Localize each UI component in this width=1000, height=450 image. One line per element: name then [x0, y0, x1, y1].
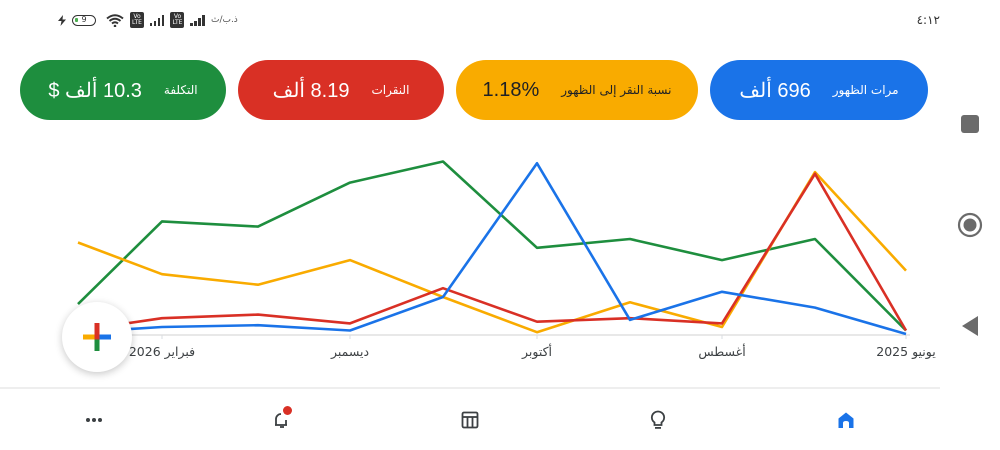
status-time: ٤:١٢: [916, 13, 940, 27]
system-nav-bar: [940, 100, 1000, 350]
carrier-label: ذ.ب/ث: [210, 15, 238, 25]
status-bar: 9 Vo LTE Vo LTE ذ.ب/ث ٤:١٢: [0, 0, 1000, 40]
series-line: [77, 170, 907, 334]
wifi-icon: [106, 13, 124, 27]
metric-value: 10.3 ألف $: [48, 79, 142, 102]
nav-item-notifications[interactable]: [188, 389, 376, 450]
metric-value: 696 ألف: [739, 79, 811, 102]
create-fab-button[interactable]: [62, 302, 132, 372]
metric-chip-ctr[interactable]: نسبة النقر إلى الظهور 1.18%: [456, 60, 698, 120]
google-plus-icon: [83, 323, 111, 351]
battery-icon: 9: [72, 14, 96, 26]
signal-icon: [190, 14, 205, 26]
table-icon: [461, 411, 479, 428]
metric-label: نسبة النقر إلى الظهور: [561, 83, 672, 97]
metric-value: 1.18%: [482, 78, 540, 101]
recents-square-icon[interactable]: [960, 114, 980, 134]
metric-label: مرات الظهور: [832, 83, 899, 97]
series-line: [77, 172, 908, 332]
home-icon: [838, 412, 854, 428]
bottom-nav: [0, 389, 940, 450]
x-tick-label: أغسطس: [698, 344, 746, 359]
metric-chips: مرات الظهور 696 ألف نسبة النقر إلى الظهو…: [20, 60, 928, 120]
more-horiz-icon: [86, 417, 102, 422]
x-tick-label: فبراير 2026: [128, 344, 196, 359]
notification-badge: [283, 406, 292, 415]
battery-level: 9: [81, 14, 87, 24]
metric-label: التكلفة: [163, 83, 198, 97]
metric-chip-clicks[interactable]: النقرات 8.19 ألف: [238, 60, 444, 120]
series-line: [77, 161, 907, 336]
metric-chip-impressions[interactable]: مرات الظهور 696 ألف: [710, 60, 928, 120]
volte-icon: Vo LTE: [170, 12, 185, 28]
nav-item-campaigns[interactable]: [376, 389, 564, 450]
charging-bolt-icon: [58, 14, 66, 26]
volte-icon: Vo LTE: [130, 12, 144, 28]
status-icons: 9 Vo LTE Vo LTE ذ.ب/ث: [58, 12, 238, 28]
bottom-nav-divider: [0, 387, 940, 389]
back-triangle-icon[interactable]: [961, 315, 979, 337]
bell-icon: [275, 412, 287, 428]
metric-label: النقرات: [371, 83, 410, 97]
nav-item-home[interactable]: [752, 389, 940, 450]
home-circle-icon[interactable]: [957, 212, 983, 238]
x-tick-label: أكتوبر: [521, 344, 553, 359]
nav-item-recommendations[interactable]: [564, 389, 752, 450]
metric-chip-cost[interactable]: التكلفة 10.3 ألف $: [20, 60, 226, 120]
x-tick-label: ديسمبر: [330, 344, 370, 359]
line-chart-svg: [77, 160, 910, 339]
nav-item-more[interactable]: [0, 389, 188, 450]
performance-chart[interactable]: يونيو 2025 أغسطس أكتوبر ديسمبر فبراير 2026: [0, 140, 940, 370]
lightbulb-icon: [650, 410, 666, 429]
x-tick-label: يونيو 2025: [876, 344, 936, 359]
signal-icon: [149, 14, 165, 26]
metric-value: 8.19 ألف: [272, 79, 350, 102]
